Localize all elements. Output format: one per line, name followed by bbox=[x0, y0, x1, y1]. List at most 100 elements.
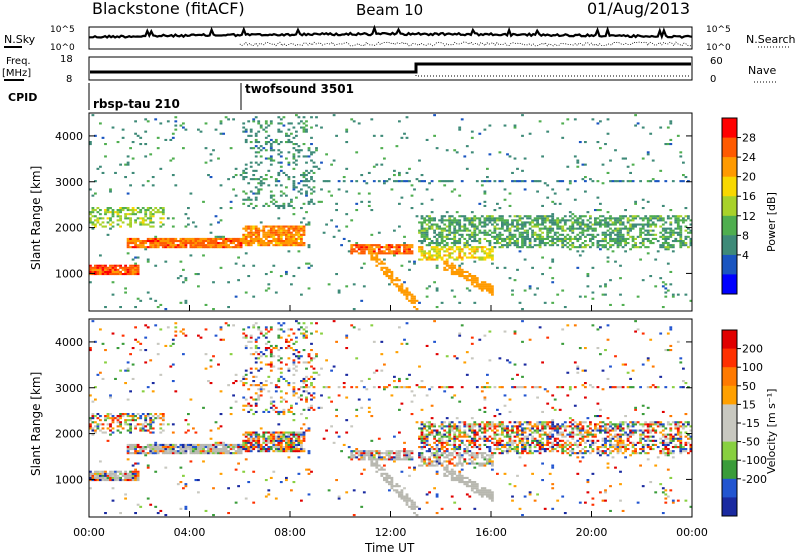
power-cell bbox=[483, 252, 487, 255]
velocity-cell bbox=[307, 493, 311, 496]
velocity-cell bbox=[164, 446, 168, 449]
power-cell bbox=[511, 225, 514, 228]
power-cell bbox=[473, 275, 477, 278]
power-cell bbox=[629, 223, 632, 226]
power-cell bbox=[189, 254, 193, 257]
power-cell bbox=[114, 268, 117, 271]
power-cell bbox=[282, 124, 286, 127]
power-cell bbox=[541, 215, 544, 218]
velocity-cell bbox=[415, 384, 419, 387]
power-cell bbox=[259, 182, 263, 185]
power-cell bbox=[367, 246, 371, 249]
velocity-cell bbox=[290, 410, 293, 413]
power-cell bbox=[486, 285, 489, 288]
power-cell bbox=[287, 231, 291, 234]
power-cell bbox=[513, 229, 517, 232]
power-cell bbox=[450, 219, 454, 222]
power-cell bbox=[443, 223, 447, 226]
power-cell bbox=[410, 301, 414, 304]
velocity-cell bbox=[279, 443, 283, 446]
power-cell bbox=[568, 215, 572, 218]
power-cell bbox=[274, 178, 278, 181]
velocity-cell bbox=[302, 408, 306, 411]
velocity-cell bbox=[242, 375, 246, 378]
velocity-cell bbox=[458, 400, 462, 403]
power-cell bbox=[332, 235, 336, 238]
power-cell bbox=[619, 217, 622, 220]
power-cell bbox=[450, 223, 454, 226]
velocity-cell bbox=[438, 386, 441, 389]
power-cell bbox=[219, 132, 223, 135]
velocity-cell bbox=[89, 476, 92, 479]
power-cell bbox=[450, 256, 454, 259]
power-cell bbox=[224, 242, 228, 245]
velocity-cell bbox=[372, 458, 376, 461]
power-cell bbox=[111, 273, 115, 276]
velocity-cell bbox=[124, 413, 127, 416]
velocity-cell bbox=[470, 429, 474, 432]
velocity-cell bbox=[272, 431, 276, 434]
power-cell bbox=[254, 169, 258, 172]
power-cell bbox=[604, 244, 607, 247]
power-cell bbox=[202, 240, 205, 243]
power-cell bbox=[302, 233, 306, 236]
power-cell bbox=[594, 227, 597, 230]
velocity-cell bbox=[146, 415, 150, 418]
velocity-cell bbox=[463, 429, 467, 432]
power-cell bbox=[488, 291, 492, 294]
power-cell bbox=[676, 221, 680, 224]
velocity-cell bbox=[383, 468, 386, 471]
power-cell bbox=[488, 240, 492, 243]
velocity-cell bbox=[362, 458, 366, 461]
velocity-cell bbox=[463, 443, 467, 446]
power-cell bbox=[264, 244, 268, 247]
power-cell bbox=[616, 240, 620, 243]
power-cell bbox=[634, 242, 637, 245]
power-cell bbox=[372, 252, 376, 255]
power-cell bbox=[538, 180, 542, 183]
power-cell bbox=[96, 207, 100, 210]
power-cell bbox=[144, 118, 148, 121]
power-cell bbox=[149, 211, 153, 214]
power-cell bbox=[418, 250, 421, 253]
power-cell bbox=[501, 227, 504, 230]
power-cell bbox=[689, 231, 693, 234]
velocity-cell bbox=[259, 355, 263, 358]
power-cell bbox=[440, 231, 444, 234]
velocity-cell bbox=[279, 396, 283, 399]
power-cell bbox=[390, 273, 394, 276]
velocity-cell bbox=[114, 476, 117, 479]
power-cell bbox=[433, 114, 436, 117]
power-cell bbox=[89, 266, 92, 269]
power-cell bbox=[350, 219, 354, 222]
velocity-cell bbox=[445, 474, 449, 477]
power-cell bbox=[355, 246, 359, 249]
power-cell bbox=[496, 219, 499, 222]
power-cell bbox=[91, 270, 95, 273]
velocity-cell bbox=[307, 472, 311, 475]
power-cell bbox=[478, 242, 482, 245]
velocity-cell bbox=[234, 452, 238, 455]
velocity-cell bbox=[458, 474, 462, 477]
power-cell bbox=[624, 237, 627, 240]
velocity-cell bbox=[307, 468, 311, 471]
power-cell bbox=[430, 217, 434, 220]
power-cell bbox=[659, 169, 663, 172]
power-cell bbox=[141, 242, 145, 245]
power-cell bbox=[493, 231, 497, 234]
power-cell bbox=[455, 256, 459, 259]
power-cell bbox=[646, 240, 650, 243]
power-cell bbox=[584, 244, 587, 247]
power-cell bbox=[161, 217, 165, 220]
velocity-cell bbox=[435, 456, 439, 459]
power-cell bbox=[453, 295, 457, 298]
power-cell bbox=[656, 240, 660, 243]
power-cell bbox=[425, 188, 429, 191]
velocity-cell bbox=[227, 487, 230, 490]
velocity-cell bbox=[305, 334, 308, 337]
velocity-cell bbox=[197, 448, 200, 451]
power-cell bbox=[538, 233, 542, 236]
power-cell bbox=[287, 240, 291, 243]
velocity-cell bbox=[126, 415, 130, 418]
power-cell bbox=[634, 237, 637, 240]
